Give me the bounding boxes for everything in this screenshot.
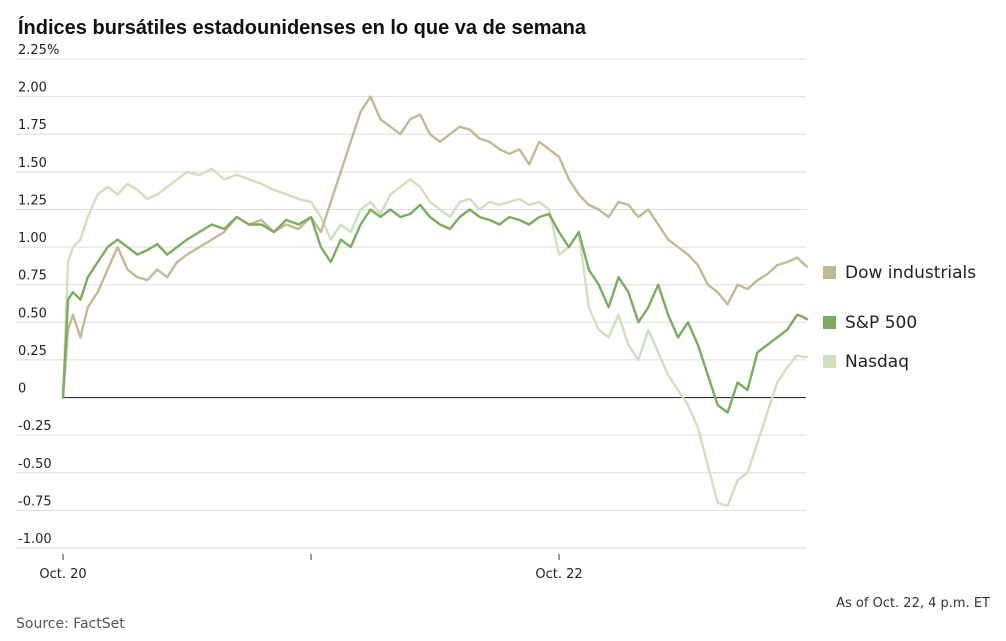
chart-title: Índices bursátiles estadounidenses en lo…	[18, 16, 587, 39]
legend: Dow industrials S&P 500 Nasdaq	[823, 263, 976, 372]
y-tick-label: 0.75	[18, 269, 47, 284]
series-line-nasdaq	[61, 167, 809, 508]
legend-swatch	[823, 266, 836, 279]
y-tick-label: 1.50	[18, 156, 47, 171]
x-tick-label: Oct. 22	[535, 567, 582, 582]
y-tick-label: -0.75	[18, 494, 52, 509]
source-note: Source: FactSet	[16, 616, 125, 632]
legend-label: Nasdaq	[845, 352, 909, 372]
x-tick-label: Oct. 20	[39, 567, 86, 582]
y-axis-ticks: 2.25% 2.00 1.75 1.50 1.25 1.00 0.75 0.50 0.25 0 -0…	[18, 43, 59, 547]
legend-label: Dow industrials	[845, 263, 976, 283]
series-lines	[61, 95, 809, 508]
as-of-note: As of Oct. 22, 4 p.m. ET	[836, 596, 990, 611]
legend-label: S&P 500	[845, 313, 917, 333]
series-line-s-p-500	[61, 203, 809, 414]
gridlines	[16, 58, 806, 549]
legend-swatch	[823, 316, 836, 329]
x-axis-ticks: Oct. 20 Oct. 22	[39, 554, 583, 582]
y-tick-label: 1.25	[18, 193, 47, 208]
y-tick-label: 0.50	[18, 306, 47, 321]
y-tick-label: 0.25	[18, 344, 47, 359]
y-tick-label: -1.00	[18, 532, 52, 547]
y-tick-label: -0.50	[18, 457, 52, 472]
y-tick-label: 1.75	[18, 118, 47, 133]
y-tick-label: 0	[18, 382, 26, 397]
y-tick-label: 1.00	[18, 231, 47, 246]
series-line-dow-industrials	[61, 95, 809, 399]
y-tick-label: 2.00	[18, 81, 47, 96]
y-tick-label: -0.25	[18, 419, 52, 434]
y-tick-label: 2.25%	[18, 43, 59, 58]
legend-swatch	[823, 355, 836, 368]
